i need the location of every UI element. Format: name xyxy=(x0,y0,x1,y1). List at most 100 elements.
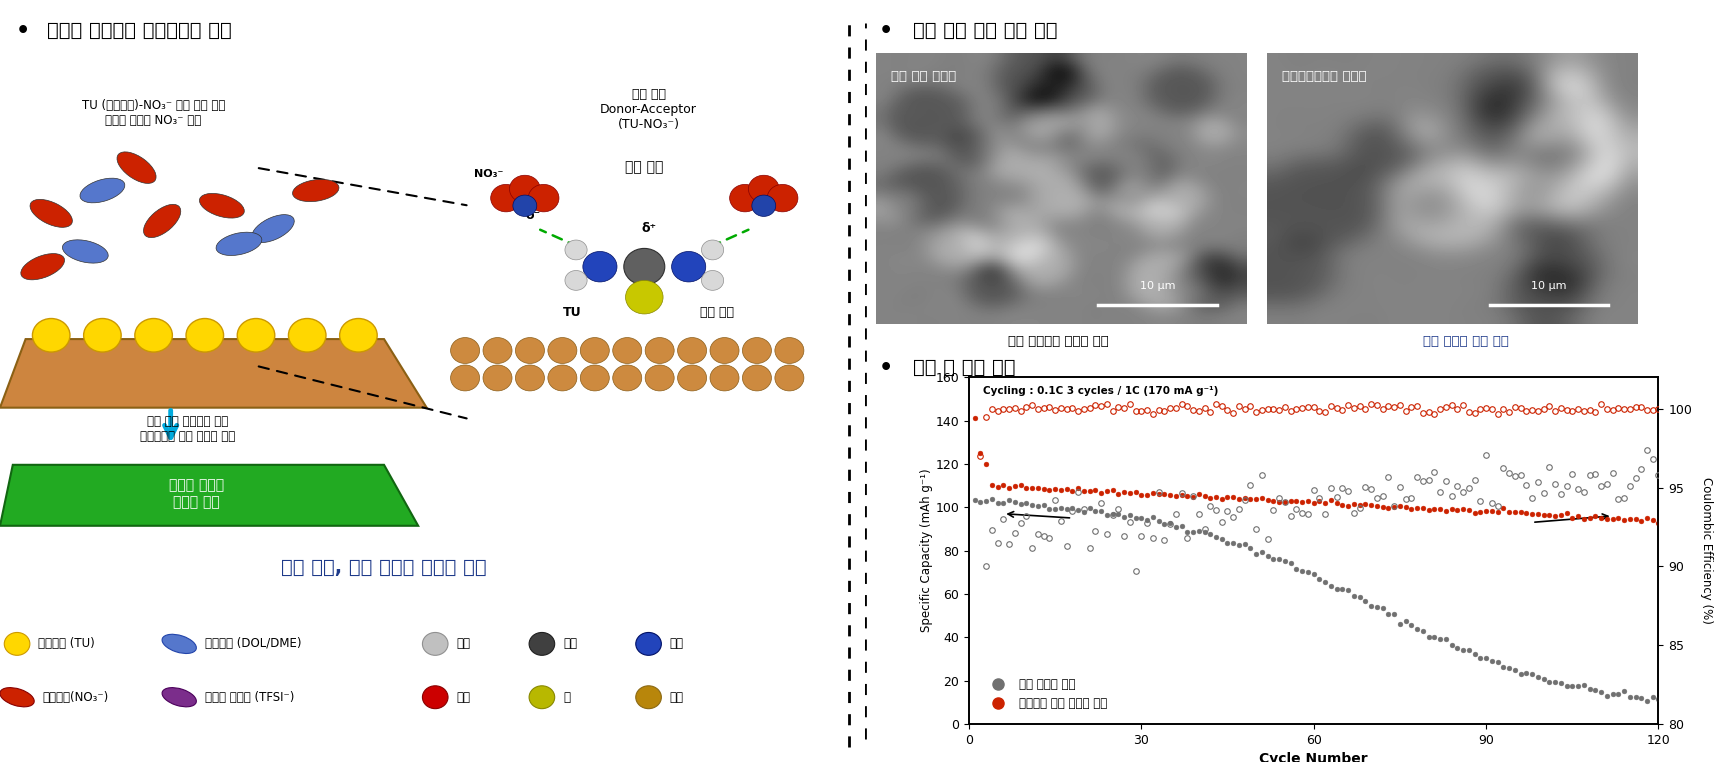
Circle shape xyxy=(450,365,479,391)
Y-axis label: Coulombic Efficiency (%): Coulombic Efficiency (%) xyxy=(1699,477,1713,624)
전기화학 처리 집전체 사용 xyxy=(1148,489,1168,498)
Circle shape xyxy=(238,319,274,352)
Text: 수소 결합: 수소 결합 xyxy=(625,160,663,174)
Circle shape xyxy=(548,365,577,391)
Text: 질소: 질소 xyxy=(670,637,684,651)
Text: 높은 물성, 이온 전도도 고체막 형성: 높은 물성, 이온 전도도 고체막 형성 xyxy=(281,559,486,577)
전기화학 처리 집전체 사용 xyxy=(963,414,984,423)
Circle shape xyxy=(450,338,479,363)
Text: 수소: 수소 xyxy=(457,637,470,651)
Text: 탄소: 탄소 xyxy=(563,637,577,651)
전기화학 처리 집전체 사용 xyxy=(1342,500,1363,509)
Text: 유기용매 (DOL/DME): 유기용매 (DOL/DME) xyxy=(205,637,302,651)
Text: 선형 전압 주사법을 통한
전기화학적 표면 처리법 적용: 선형 전압 주사법을 통한 전기화학적 표면 처리법 적용 xyxy=(140,415,236,443)
Circle shape xyxy=(581,338,608,363)
Circle shape xyxy=(33,319,71,352)
Text: •: • xyxy=(877,358,893,378)
Text: 리튬 수지상 형성 억제: 리튬 수지상 형성 억제 xyxy=(1423,335,1509,348)
Text: 표면 흡착: 표면 흡착 xyxy=(700,306,734,319)
Ellipse shape xyxy=(143,204,181,238)
Circle shape xyxy=(710,338,739,363)
Text: TU (티오요소)-NO₃⁻ 수소 결합 형성
표면에 풍부한 NO₃⁻ 존재: TU (티오요소)-NO₃⁻ 수소 결합 형성 표면에 풍부한 NO₃⁻ 존재 xyxy=(83,99,226,127)
Circle shape xyxy=(625,280,663,314)
Circle shape xyxy=(84,319,121,352)
기존 집전체 사용 xyxy=(1113,512,1134,521)
Circle shape xyxy=(515,365,544,391)
Ellipse shape xyxy=(162,634,196,654)
Circle shape xyxy=(134,319,172,352)
Circle shape xyxy=(743,365,770,391)
Circle shape xyxy=(624,248,665,285)
Circle shape xyxy=(482,338,512,363)
Text: 리튬 수지상의 과도한 형성: 리튬 수지상의 과도한 형성 xyxy=(1008,335,1108,348)
Circle shape xyxy=(422,686,448,709)
기존 집전체 사용 xyxy=(1349,592,1370,601)
전기화학 처리 집전체 사용 xyxy=(1504,507,1525,517)
Ellipse shape xyxy=(162,687,196,707)
Legend: 기존 집전체 사용, 전기화학 처리 집전체 사용: 기존 집전체 사용, 전기화학 처리 집전체 사용 xyxy=(980,673,1111,715)
Circle shape xyxy=(672,251,705,282)
Circle shape xyxy=(612,338,641,363)
Text: 구리: 구리 xyxy=(670,690,684,704)
Polygon shape xyxy=(0,339,427,408)
Text: δ⁻: δ⁻ xyxy=(526,210,541,223)
Circle shape xyxy=(636,686,662,709)
Circle shape xyxy=(636,632,662,655)
Circle shape xyxy=(644,338,674,363)
Text: 집전체 전기화학 표면처리법 개발: 집전체 전기화학 표면처리법 개발 xyxy=(47,21,231,40)
Line: 전기화학 처리 집전체 사용: 전기화학 처리 집전체 사용 xyxy=(972,416,1659,525)
Ellipse shape xyxy=(200,194,245,218)
Text: 10 μm: 10 μm xyxy=(1139,280,1175,290)
Circle shape xyxy=(612,365,641,391)
Ellipse shape xyxy=(0,687,34,707)
Ellipse shape xyxy=(79,178,124,203)
Circle shape xyxy=(701,240,724,260)
Circle shape xyxy=(527,184,558,212)
Text: •: • xyxy=(877,21,893,41)
Circle shape xyxy=(3,632,29,655)
Text: 질산이온(NO₃⁻): 질산이온(NO₃⁻) xyxy=(43,690,109,704)
기존 집전체 사용 xyxy=(1509,669,1530,678)
X-axis label: Cycle Number: Cycle Number xyxy=(1258,752,1368,762)
Circle shape xyxy=(565,240,588,260)
전기화학 처리 집전체 사용 xyxy=(1625,515,1645,524)
Circle shape xyxy=(729,184,760,212)
Circle shape xyxy=(529,686,555,709)
Text: δ⁺: δ⁺ xyxy=(641,223,656,235)
Text: TU: TU xyxy=(562,306,581,319)
Circle shape xyxy=(565,271,588,290)
Circle shape xyxy=(288,319,326,352)
기존 집전체 사용 xyxy=(1647,694,1668,703)
Circle shape xyxy=(743,338,770,363)
Line: 기존 집전체 사용: 기존 집전체 사용 xyxy=(972,497,1659,703)
Polygon shape xyxy=(0,465,419,526)
기존 집전체 사용 xyxy=(963,496,984,505)
Circle shape xyxy=(581,365,608,391)
Circle shape xyxy=(491,184,520,212)
Ellipse shape xyxy=(62,240,109,263)
Circle shape xyxy=(748,175,779,203)
Text: •: • xyxy=(16,21,29,41)
Ellipse shape xyxy=(293,179,339,202)
Circle shape xyxy=(510,175,539,203)
Circle shape xyxy=(644,365,674,391)
Circle shape xyxy=(422,632,448,655)
Circle shape xyxy=(710,365,739,391)
전기화학 처리 집전체 사용 xyxy=(1647,518,1668,527)
기존 집전체 사용 xyxy=(1635,696,1656,705)
Circle shape xyxy=(482,365,512,391)
Circle shape xyxy=(339,319,377,352)
Circle shape xyxy=(677,338,706,363)
Circle shape xyxy=(515,338,544,363)
Ellipse shape xyxy=(252,215,295,242)
Text: 티오요소 (TU): 티오요소 (TU) xyxy=(38,637,95,651)
기존 집전체 사용 xyxy=(1630,693,1651,703)
Circle shape xyxy=(677,365,706,391)
Ellipse shape xyxy=(21,254,64,280)
Circle shape xyxy=(529,632,555,655)
Ellipse shape xyxy=(117,152,157,184)
Circle shape xyxy=(548,338,577,363)
Ellipse shape xyxy=(29,200,72,227)
Text: 리튬 금속 도금 형상 변화: 리튬 금속 도금 형상 변화 xyxy=(911,21,1056,40)
기존 집전체 사용 xyxy=(1440,641,1461,650)
